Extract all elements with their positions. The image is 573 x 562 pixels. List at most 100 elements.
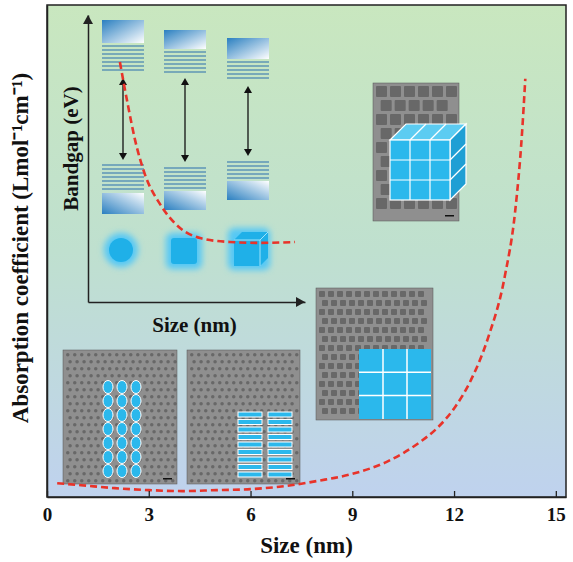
tem-particle bbox=[206, 360, 210, 364]
tem-particle bbox=[190, 353, 194, 357]
tem-particle bbox=[403, 318, 409, 324]
tem-particle bbox=[225, 465, 229, 469]
oval-particle bbox=[103, 409, 113, 422]
oval-particle bbox=[103, 423, 113, 436]
tem-particle bbox=[319, 399, 325, 405]
tem-particle bbox=[192, 388, 196, 392]
tem-particle bbox=[199, 402, 203, 406]
tem-particle bbox=[281, 367, 285, 371]
tem-particle bbox=[349, 408, 355, 414]
tem-particle bbox=[246, 381, 250, 385]
tem-particle bbox=[143, 437, 147, 441]
tem-particle bbox=[331, 390, 337, 396]
axis-arrow bbox=[83, 15, 93, 24]
energy-level bbox=[102, 176, 144, 177]
cube-front bbox=[390, 140, 450, 200]
x-tick-label: 15 bbox=[547, 504, 566, 525]
tem-particle bbox=[82, 472, 86, 476]
tem-particle bbox=[80, 367, 84, 371]
tem-particle bbox=[253, 353, 257, 357]
gap-arrow-head bbox=[119, 153, 127, 160]
tem-particle bbox=[204, 423, 208, 427]
energy-level bbox=[164, 183, 206, 184]
tem-particle bbox=[337, 345, 343, 351]
tem-particle bbox=[283, 388, 287, 392]
tem-particle bbox=[373, 327, 379, 333]
tem-frame bbox=[187, 350, 300, 484]
x-tick-label: 6 bbox=[246, 504, 256, 525]
decorations bbox=[63, 20, 466, 484]
tem-particle bbox=[322, 336, 328, 342]
tem-particle bbox=[319, 309, 325, 315]
tem-particle bbox=[295, 479, 299, 483]
tem-particle bbox=[394, 336, 400, 342]
tem-particle bbox=[248, 388, 252, 392]
tem-particle bbox=[110, 374, 114, 378]
tem-particle bbox=[199, 472, 203, 476]
tem-particle bbox=[234, 416, 238, 420]
tem-particle bbox=[101, 353, 105, 357]
tem-particle bbox=[145, 374, 149, 378]
tem-particle bbox=[204, 367, 208, 371]
tem-particle bbox=[418, 309, 424, 315]
tem-particle bbox=[73, 423, 77, 427]
chart: Size (nm)Bandgap (eV) bbox=[59, 15, 306, 337]
tem-particle bbox=[328, 309, 334, 315]
tem-particle bbox=[75, 458, 79, 462]
grid-divider bbox=[429, 140, 430, 200]
x-tick-mark bbox=[250, 491, 251, 497]
tem-particle bbox=[220, 430, 224, 434]
tem-particle bbox=[145, 472, 149, 476]
tem-particle bbox=[290, 388, 294, 392]
energy-level bbox=[227, 161, 269, 162]
tem-particle bbox=[403, 300, 409, 306]
tem-particle bbox=[143, 409, 147, 413]
energy-level bbox=[102, 61, 144, 62]
tem-particle bbox=[213, 430, 217, 434]
tem-particle bbox=[110, 360, 114, 364]
tem-particle bbox=[418, 114, 429, 125]
tem-particle bbox=[204, 451, 208, 455]
tem-particle bbox=[349, 390, 355, 396]
tem-particle bbox=[288, 381, 292, 385]
tem-particle bbox=[262, 374, 266, 378]
x-tick-label: 3 bbox=[145, 504, 155, 525]
tem-particle bbox=[143, 423, 147, 427]
tem-particle bbox=[192, 402, 196, 406]
energy-level bbox=[227, 65, 269, 66]
tem-particle bbox=[246, 395, 250, 399]
tem-particle bbox=[253, 479, 257, 483]
tem-particle bbox=[295, 423, 299, 427]
energy-level bbox=[227, 165, 269, 166]
tem-particle bbox=[211, 479, 215, 483]
tem-particle bbox=[73, 451, 77, 455]
tem-particle bbox=[171, 423, 175, 427]
tem-particle bbox=[349, 336, 355, 342]
tem-particle bbox=[66, 381, 70, 385]
tem-particle bbox=[96, 388, 100, 392]
tem-particle bbox=[190, 381, 194, 385]
tem-particle bbox=[337, 381, 343, 387]
oval-particle bbox=[117, 437, 127, 450]
tem-particle bbox=[213, 360, 217, 364]
tem-particle bbox=[101, 479, 105, 483]
tem-particle bbox=[152, 458, 156, 462]
tem-particle bbox=[143, 451, 147, 455]
tem-particle bbox=[157, 381, 161, 385]
tem-particle bbox=[276, 374, 280, 378]
tem-particle bbox=[262, 360, 266, 364]
tem-particle bbox=[87, 381, 91, 385]
tem-particle bbox=[166, 458, 170, 462]
tem-particle bbox=[75, 402, 79, 406]
tem-particle bbox=[409, 309, 415, 315]
tem-particle bbox=[337, 363, 343, 369]
tem-particle bbox=[225, 451, 229, 455]
tem-particle bbox=[171, 381, 175, 385]
tem-particle bbox=[157, 367, 161, 371]
tem-particle bbox=[68, 458, 72, 462]
tem-frame bbox=[373, 83, 459, 221]
energy-level bbox=[227, 61, 269, 62]
conduction-band bbox=[102, 20, 144, 43]
tem-particle bbox=[89, 388, 93, 392]
tem-particle bbox=[218, 479, 222, 483]
